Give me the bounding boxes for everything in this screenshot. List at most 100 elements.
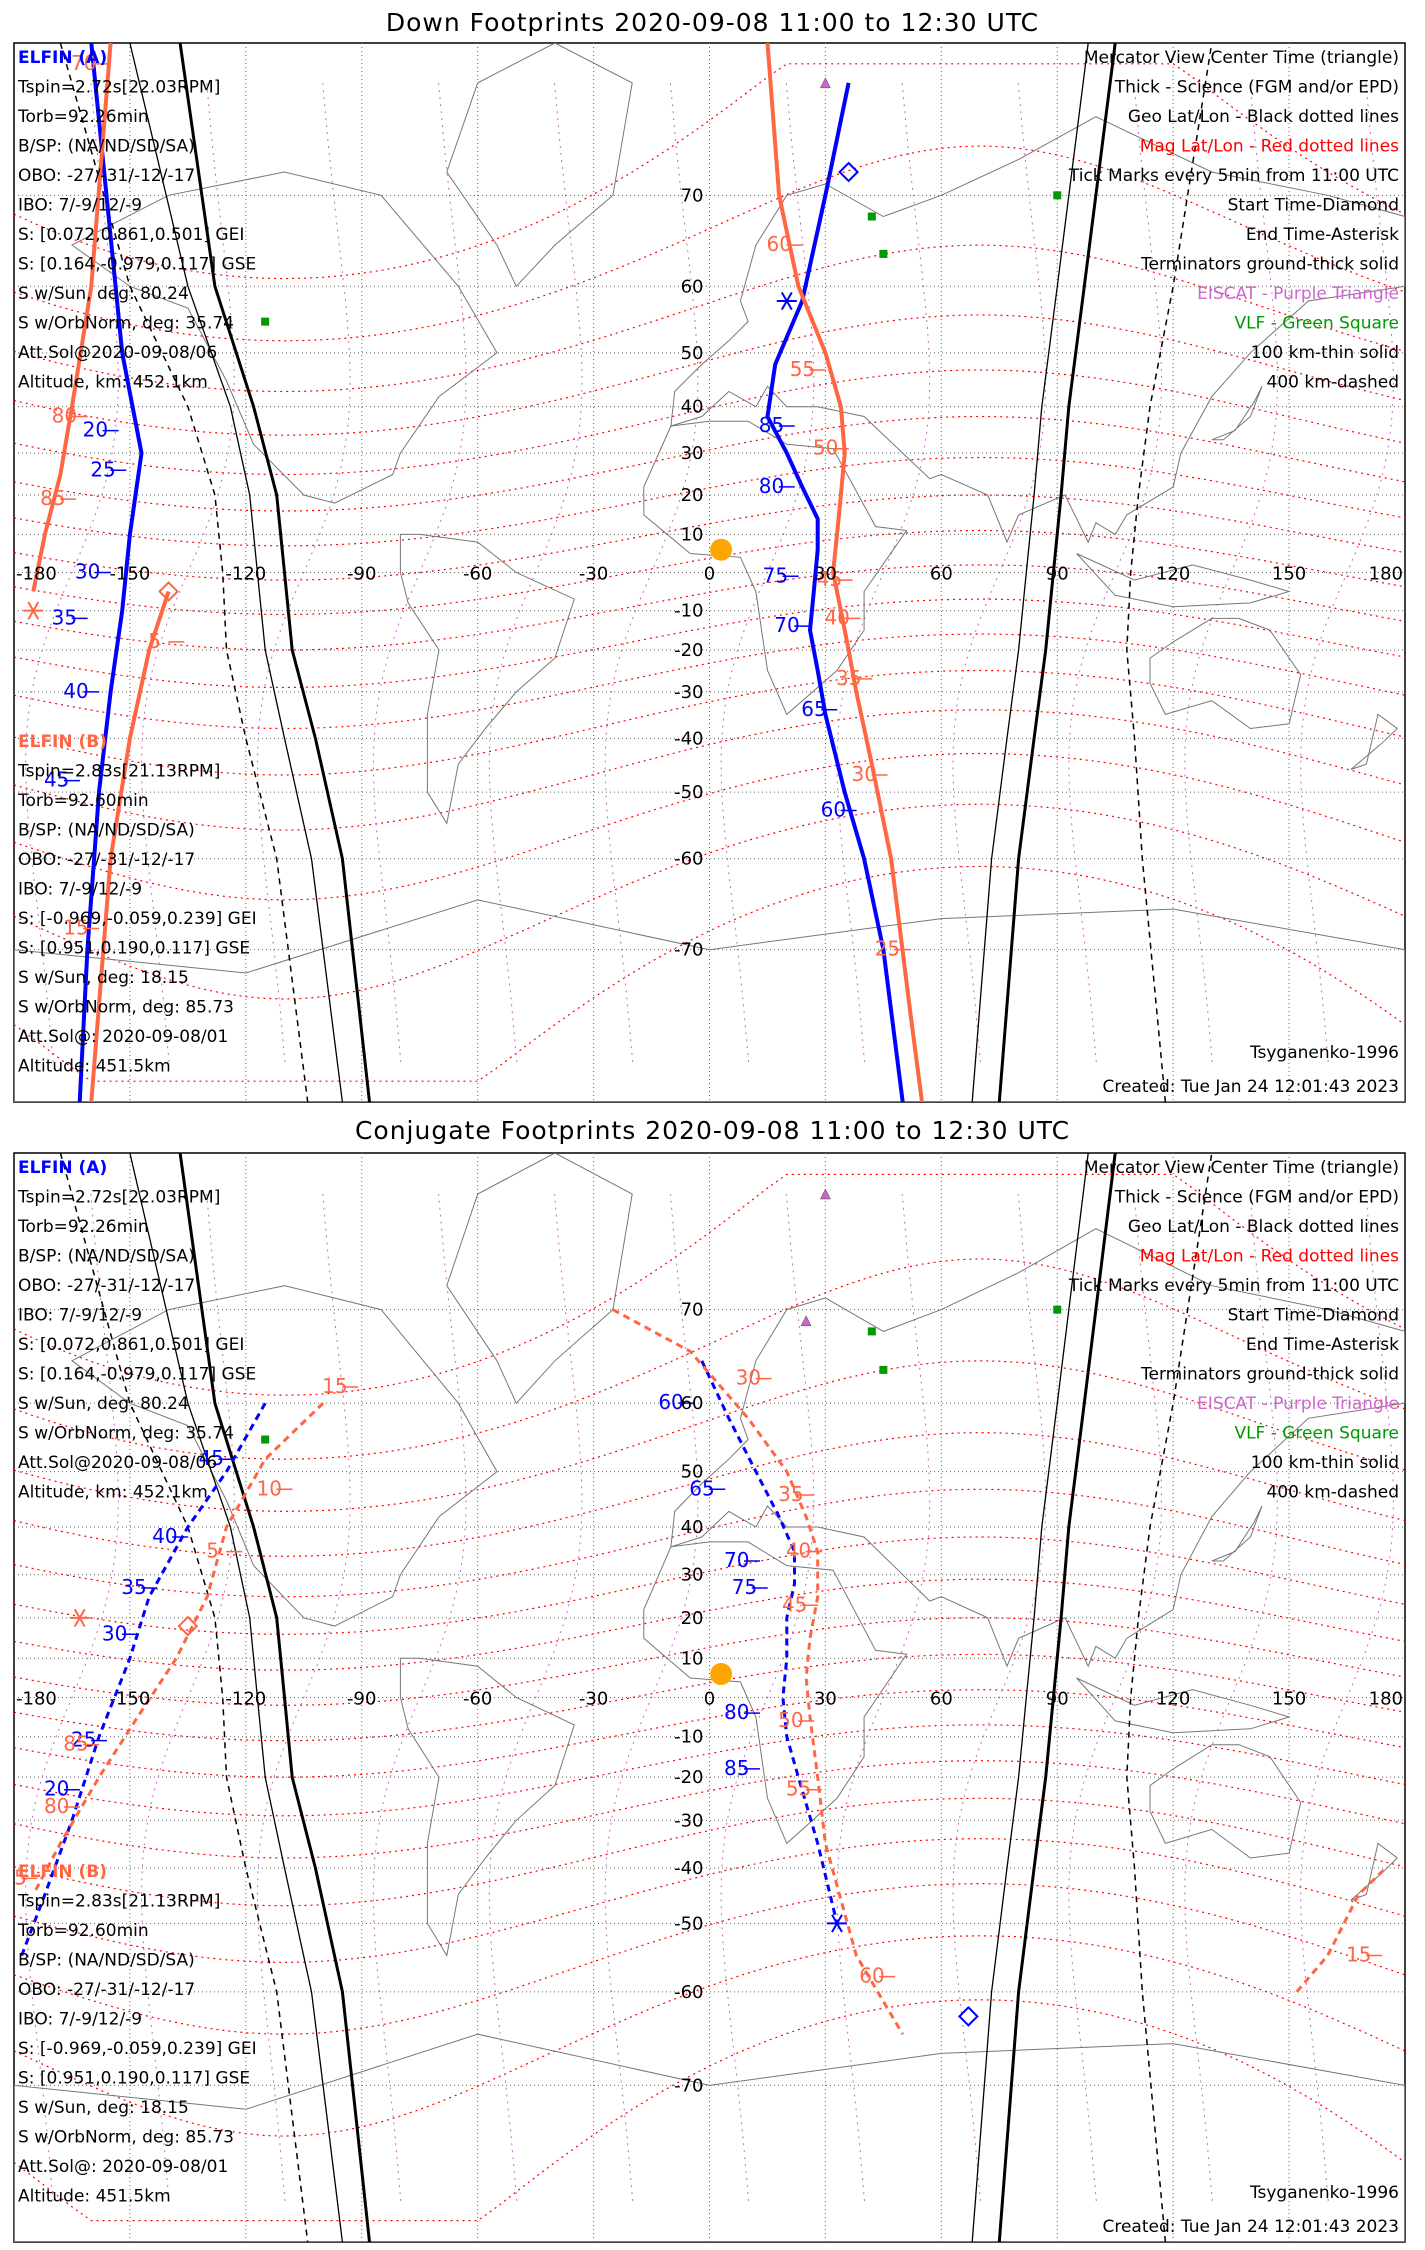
- start-diamond: [177, 1615, 199, 1637]
- tick-label: 50: [778, 1708, 803, 1732]
- tick-label: 80: [724, 1700, 749, 1724]
- mag-meridian: [256, 82, 351, 1063]
- info-line: OBO: -27/-31/-12/-17: [18, 850, 195, 870]
- terminator-ground: [178, 1153, 371, 2242]
- mag-meridian: [140, 82, 235, 1063]
- geo-grid: [14, 1153, 1405, 2242]
- info-line: Altitude: 451.5km: [18, 1057, 171, 1077]
- tick-label: 40: [63, 679, 88, 703]
- end-asterisk: [69, 1608, 90, 1628]
- terminator-100km: [971, 1153, 1089, 2242]
- track-line: [89, 590, 171, 1102]
- y-tick-label: -60: [674, 1982, 703, 2003]
- tick-label: 75: [732, 1575, 757, 1599]
- series-elfin-a: 20 25 30 35 40 45 85 80 75 70 65 60: [44, 43, 905, 1102]
- mag-meridian: [1184, 1193, 1279, 2202]
- y-tick-label: 40: [681, 1517, 704, 1538]
- info-line: Tspin=2.72s[22.03RPM]: [17, 78, 220, 98]
- end-asterisk: [827, 1914, 848, 1933]
- coastline: [1350, 713, 1399, 770]
- asterisk-stroke: [831, 1914, 843, 1933]
- coastline: [14, 899, 1405, 1102]
- chart-title: Conjugate Footprints 2020-09-08 11:00 to…: [354, 1116, 1071, 1145]
- vlf-square: [867, 1327, 876, 1336]
- start-diamond: [838, 161, 860, 183]
- coastline: [1350, 1842, 1399, 1901]
- mag-parallel: [14, 244, 1405, 393]
- map-content: 20 25 30 35 40 45 85 80 75 70 65 60 70 80 85 5 15 60 55 50 4…: [14, 43, 1405, 1102]
- tick-label: 55: [786, 1777, 811, 1801]
- elfin-a-label: ELFIN (A): [18, 1158, 107, 1178]
- info-line: S w/OrbNorm, deg: 85.73: [18, 2128, 234, 2148]
- tick-label: 60: [767, 232, 792, 256]
- info-elfin-a: ELFIN (A) Tspin=2.72s[22.03RPM] Torb=92.26…: [17, 48, 256, 393]
- tick-label: 15: [1346, 1942, 1371, 1966]
- asterisk-stroke: [780, 291, 793, 311]
- info-line: B/SP: (NA/ND/SD/SA): [18, 821, 195, 841]
- info-line: IBO: 7/-9/12/-9: [18, 880, 142, 900]
- series-elfin-a: 45 40 35 30 25 20 60 65 70 75 80 85: [20, 1360, 979, 2027]
- info-line: S w/Sun, deg: 80.24: [18, 284, 189, 304]
- mag-meridian: [836, 1193, 931, 2202]
- track-line: [700, 1360, 839, 1924]
- y-tick-label: -10: [674, 1727, 703, 1748]
- x-tick-label: 180: [1369, 564, 1403, 585]
- tick-label: 60: [859, 1964, 884, 1988]
- y-tick-label: -40: [674, 1858, 703, 1879]
- tick-label: 70: [71, 51, 96, 75]
- mag-meridian: [372, 1193, 467, 2202]
- info-line: Tspin=2.83s[21.13RPM]: [17, 762, 220, 782]
- legend-entry: VLF - Green Square: [1234, 1424, 1399, 1444]
- info-line: S: [-0.969,-0.059,0.239] GEI: [18, 2039, 257, 2059]
- tick-label: 35: [52, 605, 77, 629]
- elfin-a-label: ELFIN (A): [18, 48, 107, 68]
- created-label: Created: Tue Jan 24 12:01:43 2023: [1102, 1077, 1399, 1097]
- end-asterisk: [776, 291, 797, 311]
- model-label: Tsyganenko-1996: [1249, 2183, 1399, 2203]
- info-line: S: [0.164,-0.979,0.117] GSE: [18, 255, 256, 275]
- legend-entry: Thick - Science (FGM and/or EPD): [1114, 78, 1399, 98]
- tick-label: 25: [90, 457, 115, 481]
- tick-label: 45: [817, 567, 842, 591]
- tick-label: 20: [83, 418, 108, 442]
- x-tick-label: -30: [579, 1689, 608, 1710]
- tick-label: 30: [852, 762, 877, 786]
- x-tick-label: -120: [225, 1689, 266, 1710]
- y-tick-label: -20: [674, 640, 703, 661]
- asterisk-stroke: [73, 1608, 86, 1628]
- track-line: [765, 82, 905, 1102]
- legend-entry: End Time-Asterisk: [1246, 225, 1399, 245]
- y-tick-label: 60: [681, 276, 704, 297]
- mag-meridian: [604, 82, 699, 1063]
- y-tick-label: 50: [681, 1462, 704, 1483]
- mag-meridian: [488, 1193, 583, 2202]
- coastline: [1076, 553, 1291, 608]
- vlf-square: [1053, 1305, 1062, 1314]
- elfin-b-label: ELFIN (B): [18, 1862, 107, 1882]
- info-line: S w/OrbNorm, deg: 85.73: [18, 998, 234, 1018]
- info-line: Torb=92.60min: [17, 1921, 149, 1941]
- mag-meridian: [720, 82, 815, 1063]
- info-line: OBO: -27/-31/-12/-17: [18, 1980, 195, 2000]
- coastline: [446, 1153, 633, 1405]
- tick-label: 80: [52, 403, 77, 427]
- tick-label: 35: [836, 666, 861, 690]
- mag-parallel: [14, 1360, 1405, 1513]
- mag-parallel: [14, 709, 1405, 831]
- elfin-b-label: ELFIN (B): [18, 732, 107, 752]
- legend-entry: Geo Lat/Lon - Black dotted lines: [1128, 107, 1399, 127]
- legend-entry: Terminators ground-thick solid: [1140, 255, 1399, 275]
- legend-entry: Tick Marks every 5min from 11:00 UTC: [1068, 1276, 1399, 1296]
- y-tick-label: 60: [681, 1393, 704, 1414]
- legend-entry: End Time-Asterisk: [1246, 1335, 1399, 1355]
- info-line: B/SP: (NA/ND/SD/SA): [18, 1951, 195, 1971]
- x-tick-label: 180: [1369, 1689, 1403, 1710]
- mag-parallel: [14, 1173, 1405, 1396]
- mag-parallel: [14, 1935, 1405, 2137]
- mag-meridian: [952, 82, 1047, 1063]
- mag-meridian: [488, 82, 583, 1063]
- start-diamond: [158, 581, 179, 602]
- panel-down: Down Footprints 2020-09-08 11:00 to 12:3…: [0, 0, 1425, 1110]
- mag-meridian: [952, 1193, 1047, 2202]
- x-tick-label: -150: [109, 564, 150, 585]
